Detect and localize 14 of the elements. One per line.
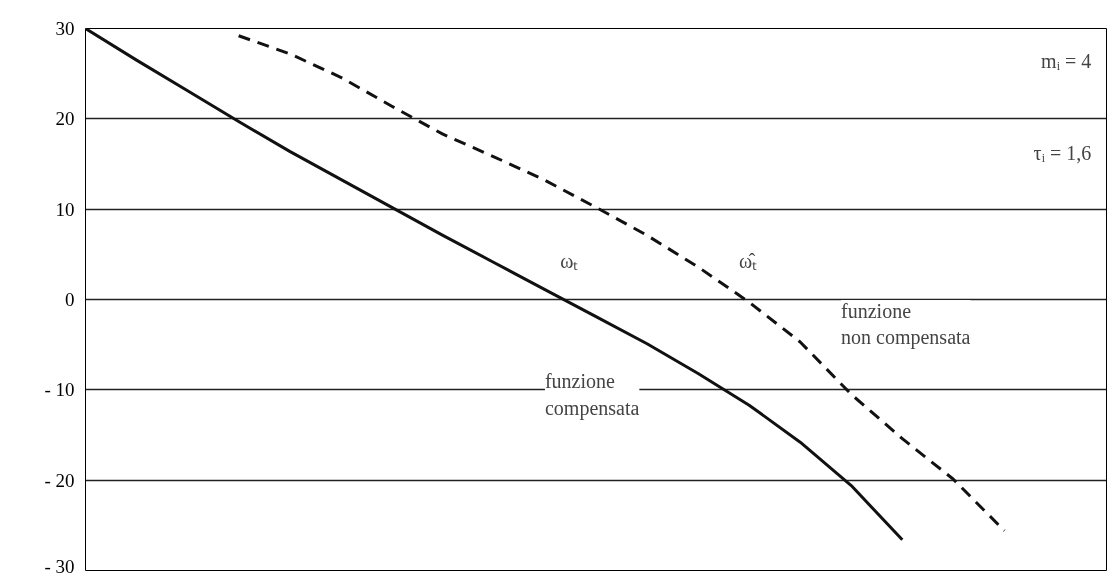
annotation: mᵢ = 4 xyxy=(1041,49,1092,72)
annotation: funzione compensata xyxy=(544,370,640,420)
y-tick-label: - 30 xyxy=(44,555,75,576)
y-tick-label: 30 xyxy=(55,18,75,39)
annotation: funzione non compensata xyxy=(841,299,971,350)
annotation: ω̂ₜ xyxy=(738,250,758,273)
y-tick-label: 10 xyxy=(55,198,75,220)
y-tick-label: - 20 xyxy=(44,469,75,491)
y-tick-label: 20 xyxy=(55,108,75,130)
annotation: τᵢ = 1,6 xyxy=(1033,142,1092,164)
y-tick-label: 0 xyxy=(65,289,75,310)
line-series xyxy=(237,34,1006,533)
y-tick-label: - 10 xyxy=(44,379,75,401)
annotation: ωₜ xyxy=(560,250,579,273)
